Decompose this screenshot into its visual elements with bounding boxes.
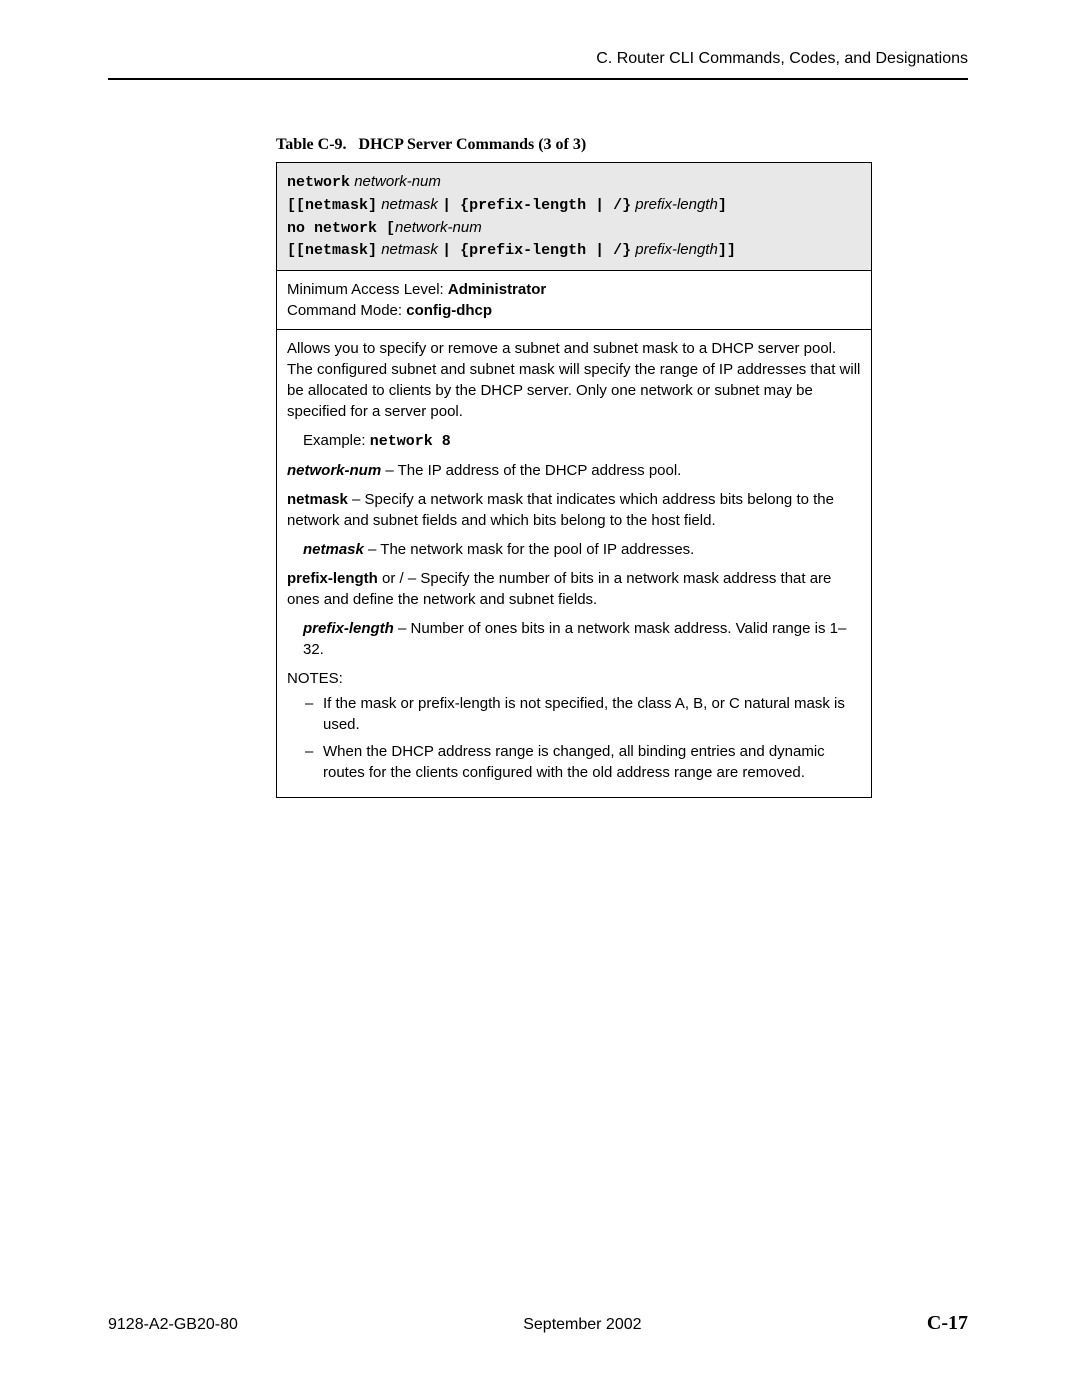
param-prefix: prefix-length or / – Specify the number … xyxy=(287,568,861,610)
param-netmask-sub: netmask – The network mask for the pool … xyxy=(303,539,861,560)
page-number: C-17 xyxy=(927,1312,968,1335)
arg-netmask1: netmask xyxy=(381,196,438,213)
kw-netmask1: [[netmask] xyxy=(287,197,377,214)
mode-value: config-dhcp xyxy=(406,302,492,319)
access-row: Minimum Access Level: Administrator Comm… xyxy=(277,271,871,330)
notes-label: NOTES: xyxy=(287,668,861,689)
arg-netmask2: netmask xyxy=(381,241,438,258)
nn-bold: network-num xyxy=(287,462,381,479)
arg-network-num2: network-num xyxy=(395,219,482,236)
param-network-num: network-num – The IP address of the DHCP… xyxy=(287,460,861,481)
param-prefix-sub: prefix-length – Number of ones bits in a… xyxy=(303,618,861,660)
access-label: Minimum Access Level: xyxy=(287,281,444,298)
nm-bold: netmask xyxy=(287,491,348,508)
kw-network: network xyxy=(287,174,350,191)
main-content: Table C-9. DHCP Server Commands (3 of 3)… xyxy=(276,136,872,798)
example-code: network 8 xyxy=(370,433,451,450)
doc-date: September 2002 xyxy=(523,1316,641,1334)
syntax-row: network network-num [[netmask] netmask |… xyxy=(277,163,871,271)
arg-prefix2: prefix-length xyxy=(635,241,718,258)
description-row: Allows you to specify or remove a subnet… xyxy=(277,330,871,797)
header-rule xyxy=(108,78,968,80)
page-footer: 9128-A2-GB20-80 September 2002 C-17 xyxy=(108,1312,968,1335)
access-value: Administrator xyxy=(448,281,546,298)
param-netmask: netmask – Specify a network mask that in… xyxy=(287,489,861,531)
example-line: Example: network 8 xyxy=(303,430,861,452)
table-caption: Table C-9. DHCP Server Commands (3 of 3) xyxy=(276,136,872,154)
nn-text: – The IP address of the DHCP address poo… xyxy=(381,462,681,479)
command-table: network network-num [[netmask] netmask |… xyxy=(276,162,872,798)
doc-number: 9128-A2-GB20-80 xyxy=(108,1316,238,1334)
note-2: When the DHCP address range is changed, … xyxy=(305,741,861,783)
kw-netmask2: [[netmask] xyxy=(287,242,377,259)
kw-no-network: no network [ xyxy=(287,220,395,237)
notes-list: If the mask or prefix-length is not spec… xyxy=(305,693,861,783)
pl-bold: prefix-length xyxy=(287,570,378,587)
desc-p1: Allows you to specify or remove a subnet… xyxy=(287,338,861,422)
example-label: Example: xyxy=(303,432,366,449)
pl2-bold: prefix-length xyxy=(303,620,394,637)
note-1: If the mask or prefix-length is not spec… xyxy=(305,693,861,735)
nm-text: – Specify a network mask that indicates … xyxy=(287,491,834,529)
kw-prefix1: | {prefix-length | /} xyxy=(442,197,631,214)
nm2-bold: netmask xyxy=(303,541,364,558)
arg-network-num: network-num xyxy=(354,173,441,190)
arg-prefix1: prefix-length xyxy=(635,196,718,213)
mode-label: Command Mode: xyxy=(287,302,402,319)
caption-label: Table C-9. xyxy=(276,136,347,153)
br2: ]] xyxy=(718,242,736,259)
page-header: C. Router CLI Commands, Codes, and Desig… xyxy=(108,50,968,78)
br1: ] xyxy=(718,197,727,214)
caption-title: DHCP Server Commands (3 of 3) xyxy=(359,136,587,153)
kw-prefix2: | {prefix-length | /} xyxy=(442,242,631,259)
nm2-text: – The network mask for the pool of IP ad… xyxy=(364,541,694,558)
